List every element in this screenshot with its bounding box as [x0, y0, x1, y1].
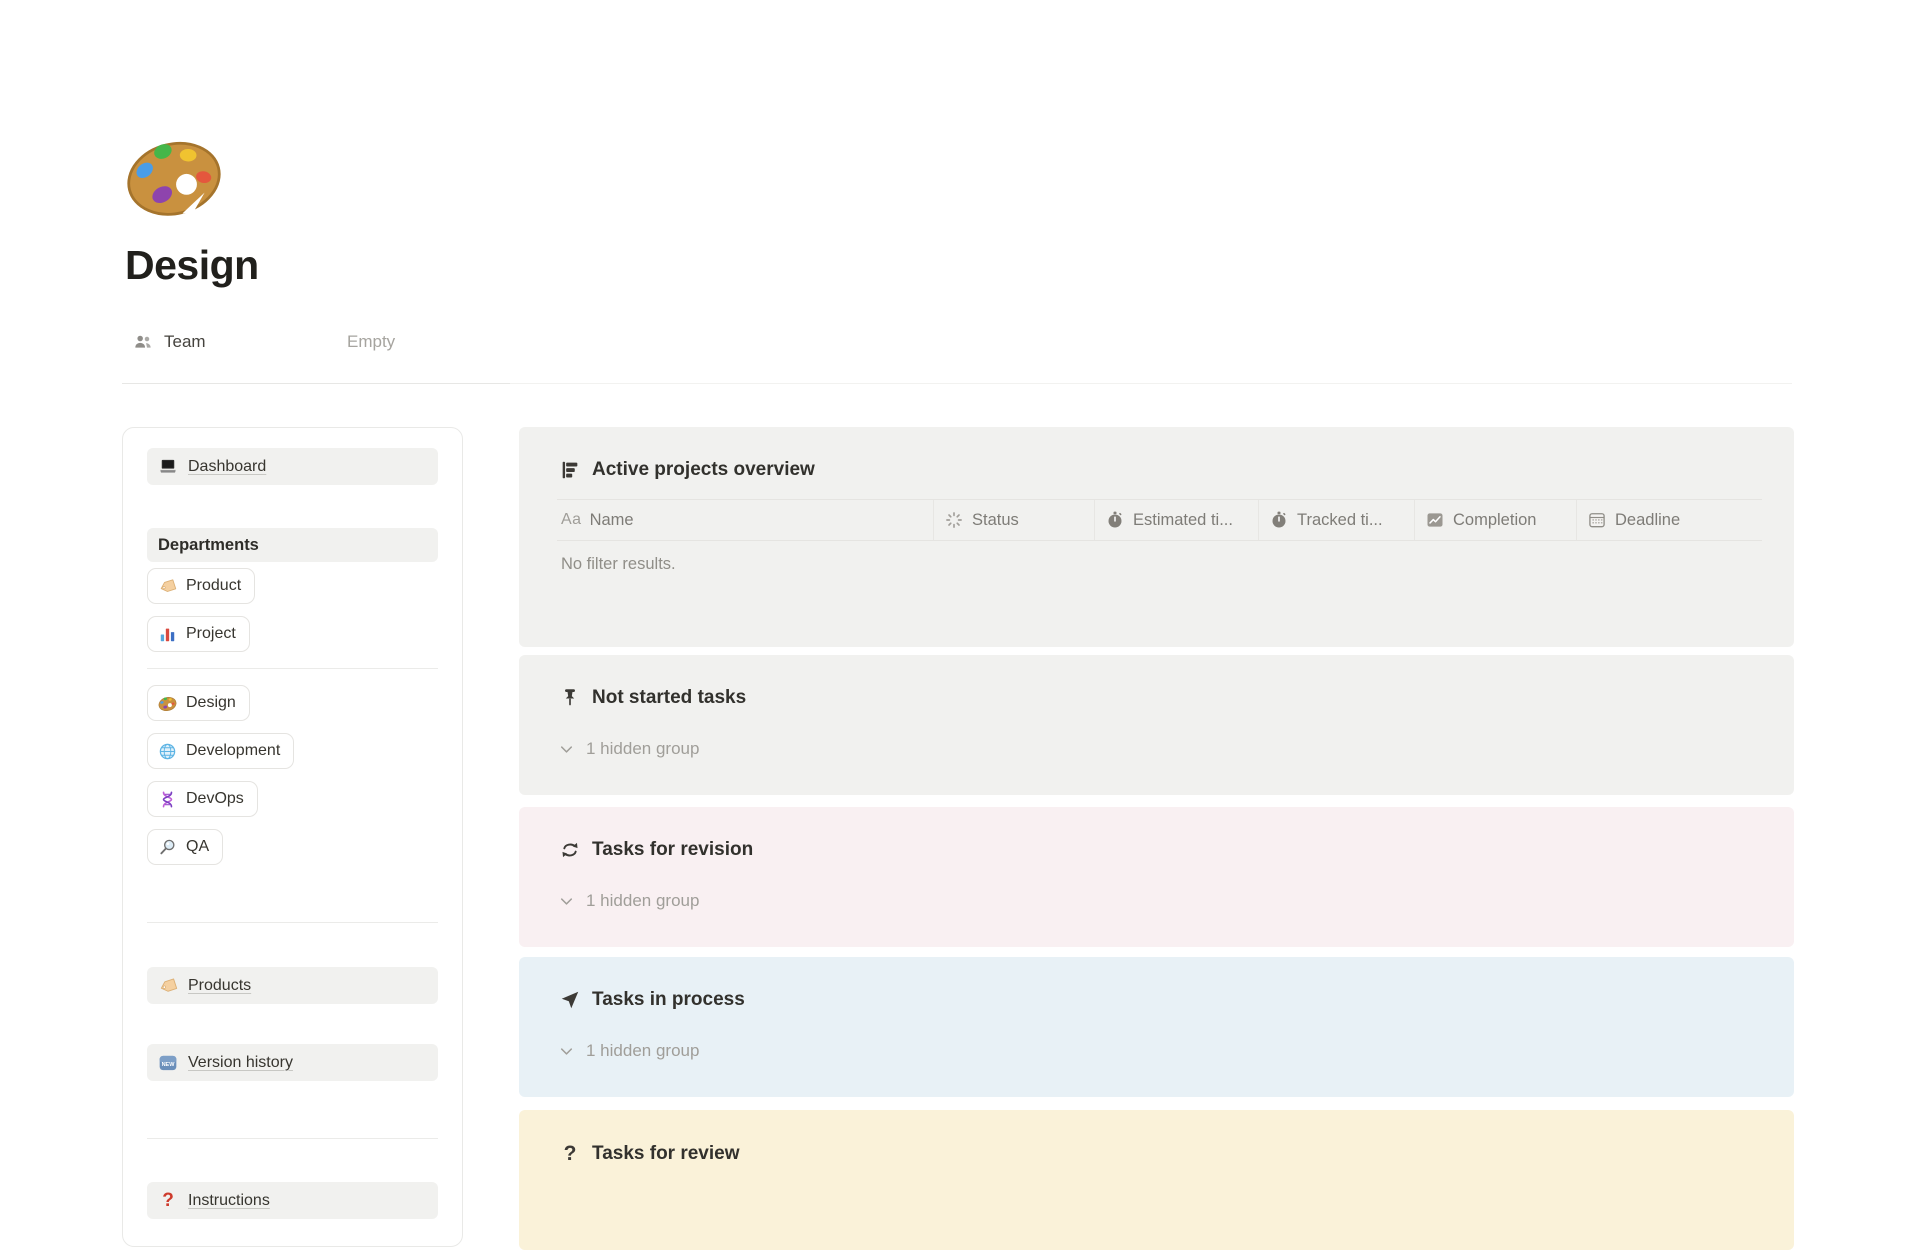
stopwatch-icon — [1108, 511, 1122, 528]
calendar-icon — [1589, 513, 1605, 528]
status-spinner-icon — [946, 512, 962, 528]
projects-table: Aa Name Status — [557, 499, 1762, 574]
section-title: Tasks for revision — [592, 839, 754, 860]
bar-chart-icon — [160, 628, 175, 641]
section-heading-not-started[interactable]: Not started tasks — [519, 655, 1794, 709]
table-empty-message: No filter results. — [561, 555, 676, 573]
palette-icon — [127, 141, 221, 216]
property-label: Team — [164, 332, 206, 351]
hidden-group-label: 1 hidden group — [586, 739, 700, 758]
sidebar-item-label: Version history — [188, 1053, 293, 1071]
section-heading-review[interactable]: ? Tasks for review — [519, 1110, 1794, 1166]
tag-icon — [160, 977, 178, 992]
page-title[interactable]: Design — [125, 242, 259, 288]
sidebar-item-development[interactable]: Development — [147, 733, 295, 769]
section-not-started-tasks: Not started tasks 1 hidden group — [519, 655, 1794, 795]
hidden-group-row[interactable]: 1 hidden group — [557, 891, 1754, 911]
sidebar-item-label: Product — [186, 577, 242, 594]
divider — [147, 668, 438, 669]
divider — [122, 383, 1792, 384]
sidebar-item-label: DevOps — [186, 790, 244, 807]
section-title: Tasks in process — [592, 989, 745, 1010]
navigation-arrow-icon — [561, 991, 579, 1009]
sidebar-item-design[interactable]: Design — [147, 685, 250, 721]
hidden-group-label: 1 hidden group — [586, 891, 700, 910]
column-header-tracked-time[interactable]: Tracked ti... — [1258, 500, 1414, 540]
svg-text:NEW: NEW — [162, 1061, 176, 1067]
sidebar-item-project[interactable]: Project — [147, 616, 250, 652]
divider — [147, 922, 438, 923]
sidebar: Dashboard Departments Product — [122, 427, 463, 1247]
laptop-icon — [160, 459, 176, 473]
new-badge-icon: NEW — [159, 1055, 177, 1070]
levels-icon — [562, 461, 578, 479]
repeat-arrows-icon — [562, 842, 578, 858]
sidebar-item-dashboard[interactable]: Dashboard — [147, 448, 438, 485]
section-tasks-in-process: Tasks in process 1 hidden group — [519, 957, 1794, 1097]
sidebar-item-product[interactable]: Product — [147, 568, 256, 604]
dna-icon — [162, 791, 173, 807]
question-mark-icon: ? — [563, 1142, 577, 1165]
departments-header: Departments — [147, 528, 438, 562]
sidebar-item-qa[interactable]: QA — [147, 829, 224, 865]
section-title: Tasks for review — [592, 1143, 740, 1164]
palette-icon — [158, 696, 177, 711]
section-heading-revision[interactable]: Tasks for revision — [519, 807, 1794, 861]
chevron-down-icon — [560, 1047, 573, 1055]
page-icon-palette[interactable] — [123, 126, 225, 226]
sidebar-item-products[interactable]: Products — [147, 967, 438, 1004]
section-heading-active-projects[interactable]: Active projects overview — [519, 427, 1794, 481]
table-header-row: Aa Name Status — [557, 499, 1762, 541]
column-header-deadline[interactable]: Deadline — [1576, 500, 1762, 540]
tag-icon — [160, 578, 177, 592]
sidebar-item-version-history[interactable]: NEW Version history — [147, 1044, 438, 1081]
section-active-projects: Active projects overview Aa Name — [519, 427, 1794, 647]
sidebar-item-label: Products — [188, 976, 252, 994]
section-tasks-for-revision: Tasks for revision 1 hidden group — [519, 807, 1794, 947]
chevron-down-icon — [560, 745, 573, 753]
sidebar-item-label: QA — [186, 838, 210, 855]
sidebar-item-instructions[interactable]: ? Instructions — [147, 1182, 438, 1219]
sidebar-item-label: Dashboard — [188, 457, 267, 475]
magnifier-icon — [160, 839, 175, 854]
sidebar-item-label: Instructions — [188, 1191, 270, 1209]
text-type-icon: Aa — [561, 511, 582, 528]
column-header-name[interactable]: Aa Name — [561, 510, 634, 529]
section-heading-process[interactable]: Tasks in process — [519, 957, 1794, 1011]
globe-icon — [159, 743, 176, 759]
section-tasks-for-review: ? Tasks for review — [519, 1110, 1794, 1250]
trend-chart-icon — [1427, 513, 1443, 527]
main-content: Active projects overview Aa Name — [519, 427, 1794, 1250]
column-header-status[interactable]: Status — [933, 500, 1094, 540]
column-header-estimated-time[interactable]: Estimated ti... — [1094, 500, 1258, 540]
hidden-group-row[interactable]: 1 hidden group — [557, 1041, 1754, 1061]
hidden-group-label: 1 hidden group — [586, 1041, 700, 1060]
column-header-completion[interactable]: Completion — [1414, 500, 1576, 540]
hidden-group-row[interactable]: 1 hidden group — [557, 739, 1754, 759]
pushpin-icon — [565, 689, 575, 706]
property-row-team: Team Empty — [133, 332, 395, 352]
divider — [147, 1138, 438, 1139]
sidebar-item-label: Development — [186, 742, 281, 759]
sidebar-item-label: Design — [186, 694, 236, 711]
sidebar-item-label: Project — [186, 625, 236, 642]
property-name-team[interactable]: Team — [133, 332, 347, 352]
chevron-down-icon — [560, 897, 573, 905]
stopwatch-icon — [1272, 511, 1286, 528]
section-title: Not started tasks — [592, 687, 747, 708]
property-value-team[interactable]: Empty — [347, 332, 396, 351]
section-title: Active projects overview — [592, 459, 815, 480]
red-question-icon: ? — [162, 1189, 174, 1211]
sidebar-item-devops[interactable]: DevOps — [147, 781, 258, 817]
people-icon — [135, 335, 151, 348]
